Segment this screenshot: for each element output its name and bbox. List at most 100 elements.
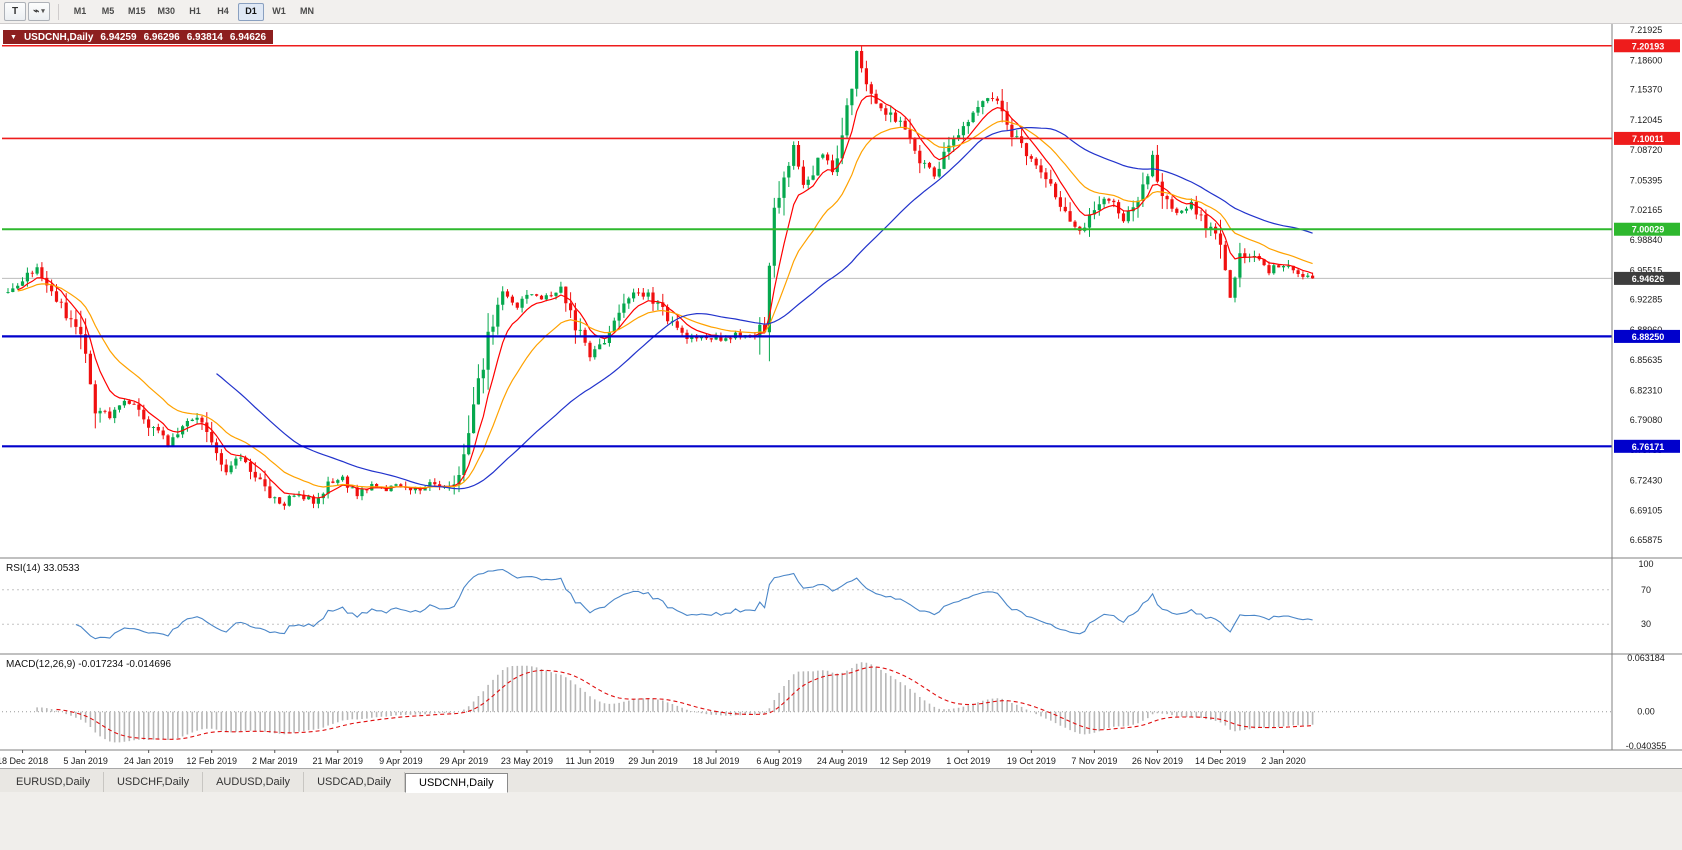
timeframe-button-h1[interactable]: H1 xyxy=(182,3,208,21)
macd-signal-line xyxy=(56,666,1313,740)
tab-eurusd[interactable]: EURUSD,Daily xyxy=(3,772,104,792)
ohlc-close-value: 6.94626 xyxy=(229,31,267,43)
price-chart-canvas[interactable]: RSI(14) 33.0533 MACD(12,26,9) -0.017234 -… xyxy=(0,24,1682,768)
price-tag-7.20193[interactable] xyxy=(1614,39,1680,53)
date-label: 7 Nov 2019 xyxy=(1071,756,1117,766)
price-axis-label: 6.98840 xyxy=(1630,235,1663,245)
date-label: 2 Mar 2019 xyxy=(252,756,298,766)
chart-window[interactable]: RSI(14) 33.0533 MACD(12,26,9) -0.017234 -… xyxy=(0,24,1682,768)
date-label: 1 Oct 2019 xyxy=(946,756,990,766)
date-label: 12 Feb 2019 xyxy=(186,756,237,766)
toolbar-separator xyxy=(58,3,59,20)
date-label: 5 Jan 2019 xyxy=(63,756,108,766)
price-axis-label: 7.12045 xyxy=(1630,115,1663,125)
price-tag-7.10011-text: 7.10011 xyxy=(1632,134,1664,144)
templates-tool-button[interactable]: T xyxy=(4,2,26,21)
time-axis[interactable]: 18 Dec 2018 5 Jan 2019 24 Jan 2019 12 Feb 2… xyxy=(0,750,1306,766)
ohlc-open-value: 6.94259 xyxy=(100,31,137,43)
status-area xyxy=(0,792,1682,850)
macd-histogram xyxy=(36,662,1314,743)
up-candle-bodies xyxy=(6,51,1310,506)
ma-slow-line xyxy=(216,126,1313,490)
price-axis-label: 7.08720 xyxy=(1630,145,1663,155)
ohlc-high-value: 6.96296 xyxy=(143,31,180,43)
rsi-scale-label: 70 xyxy=(1641,585,1651,595)
date-label: 24 Aug 2019 xyxy=(817,756,868,766)
price-tag-7.00029[interactable] xyxy=(1614,222,1680,236)
timeframe-button-m15[interactable]: M15 xyxy=(123,3,151,21)
date-label: 24 Jan 2019 xyxy=(124,756,174,766)
timeframe-button-m1[interactable]: M1 xyxy=(67,3,93,21)
moving-average-lines xyxy=(17,95,1313,499)
date-label: 21 Mar 2019 xyxy=(313,756,364,766)
date-label: 14 Dec 2019 xyxy=(1195,756,1246,766)
price-axis-label: 6.95515 xyxy=(1630,265,1663,275)
timeframe-button-w1[interactable]: W1 xyxy=(266,3,292,21)
macd-scale-label: -0.040355 xyxy=(1626,741,1667,751)
ma-fast-line xyxy=(17,95,1313,499)
price-tags[interactable]: 7.20193 7.10011 7.00029 6.88250 6.76171 6.946… xyxy=(1614,39,1680,453)
date-label: 6 Aug 2019 xyxy=(756,756,802,766)
price-axis-label: 6.85635 xyxy=(1630,355,1663,365)
price-tag-6.76171[interactable] xyxy=(1614,439,1680,453)
chart-symbol-timeframe-label: USDCNH,Daily xyxy=(23,31,94,43)
rsi-scale-label: 30 xyxy=(1641,619,1651,629)
date-label: 29 Apr 2019 xyxy=(440,756,489,766)
chart-frame xyxy=(0,24,1682,751)
price-axis-label: 7.05395 xyxy=(1630,175,1663,185)
rsi-panel xyxy=(2,568,1612,640)
timeframe-buttons-group: M1 M5 M15 M30 H1 H4 D1 W1 MN xyxy=(67,2,320,21)
price-axis[interactable]: 7.21925 7.18600 7.15370 7.12045 7.08720 7.053… xyxy=(1626,25,1667,751)
tab-usdcnh[interactable]: USDCNH,Daily xyxy=(405,773,508,793)
drawing-tools-group: T ⌁ ▾ xyxy=(4,2,50,21)
ma-mid-line xyxy=(17,120,1313,489)
timeframe-button-h4[interactable]: H4 xyxy=(210,3,236,21)
tab-audusd[interactable]: AUDUSD,Daily xyxy=(203,772,305,792)
timeframe-button-m5[interactable]: M5 xyxy=(95,3,121,21)
rsi-indicator-label: RSI(14) 33.0533 xyxy=(6,563,80,574)
horizontal-levels[interactable] xyxy=(2,44,1612,448)
collapse-triangle-icon[interactable]: ▼ xyxy=(10,33,17,41)
price-axis-label: 6.79080 xyxy=(1630,415,1663,425)
tab-usdchf[interactable]: USDCHF,Daily xyxy=(104,772,204,792)
price-tag-7.10011[interactable] xyxy=(1614,131,1680,145)
date-label: 12 Sep 2019 xyxy=(880,756,931,766)
last-price-tag-text: 6.94626 xyxy=(1632,274,1665,284)
price-tag-7.00029-text: 7.00029 xyxy=(1632,225,1665,235)
last-price-tag[interactable] xyxy=(1614,271,1680,285)
date-label: 18 Dec 2018 xyxy=(0,756,48,766)
macd-panel xyxy=(2,662,1612,743)
tab-usdcad[interactable]: USDCAD,Daily xyxy=(304,772,406,792)
date-label: 29 Jun 2019 xyxy=(628,756,678,766)
price-axis-label: 7.18600 xyxy=(1630,55,1663,65)
chart-tabs-bar: EURUSD,Daily USDCHF,Daily AUDUSD,Daily USDC… xyxy=(0,768,1682,793)
date-label: 11 Jun 2019 xyxy=(566,756,615,766)
rsi-line xyxy=(75,568,1313,640)
date-label: 26 Nov 2019 xyxy=(1132,756,1183,766)
templates-tool-button-glyph: T xyxy=(11,5,19,17)
panel-labels: RSI(14) 33.0533 MACD(12,26,9) -0.017234 -… xyxy=(6,563,172,670)
date-label: 2 Jan 2020 xyxy=(1261,756,1306,766)
price-axis-label: 6.72430 xyxy=(1630,475,1663,485)
date-label: 19 Oct 2019 xyxy=(1007,756,1056,766)
chart-title-overlay: ▼ USDCNH,Daily 6.94259 6.96296 6.93814 6… xyxy=(3,30,274,44)
macd-scale-label: 0.063184 xyxy=(1627,653,1665,663)
price-axis-label: 6.69105 xyxy=(1630,506,1663,516)
ohlc-low-value: 6.93814 xyxy=(186,31,223,43)
timeframe-button-m30[interactable]: M30 xyxy=(153,3,181,21)
price-axis-label: 7.21925 xyxy=(1630,25,1663,35)
date-label: 18 Jul 2019 xyxy=(693,756,740,766)
price-axis-label: 6.82310 xyxy=(1630,385,1663,395)
top-toolbar: T ⌁ ▾ M1 M5 M15 M30 H1 H4 D1 W1 MN xyxy=(0,0,1682,24)
date-label: 23 May 2019 xyxy=(501,756,553,766)
chevron-down-icon: ▾ xyxy=(41,8,45,15)
timeframe-button-d1[interactable]: D1 xyxy=(238,2,265,21)
price-axis-label: 6.65875 xyxy=(1630,535,1663,545)
price-tag-6.88250[interactable] xyxy=(1614,329,1680,343)
line-style-tool-button[interactable]: ⌁ ▾ xyxy=(28,2,50,21)
timeframe-button-mn[interactable]: MN xyxy=(294,3,320,21)
price-tag-6.88250-text: 6.88250 xyxy=(1632,332,1665,342)
price-axis-label: 7.02165 xyxy=(1630,205,1663,215)
line-style-tool-button-glyph: ⌁ xyxy=(33,5,40,17)
